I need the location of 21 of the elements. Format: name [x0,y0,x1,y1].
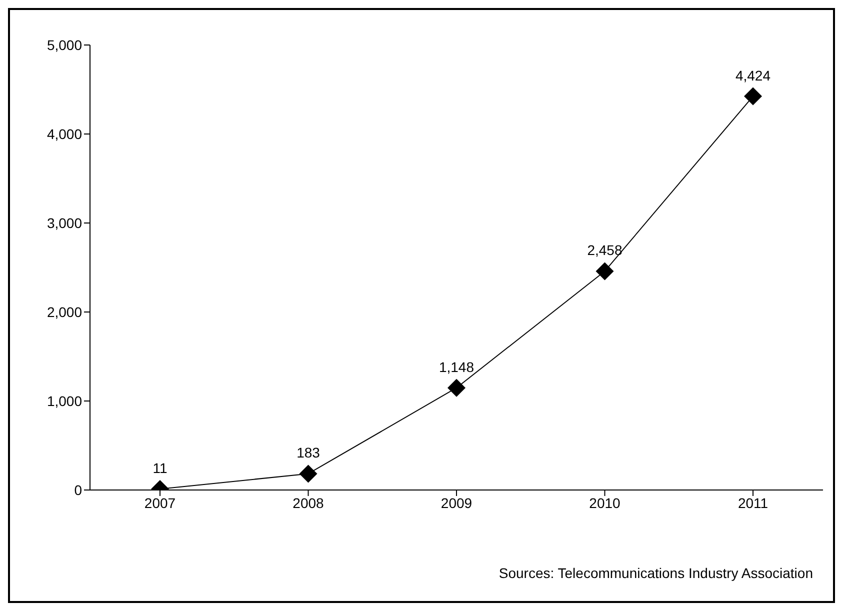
y-tick-label: 3,000 [46,214,82,231]
y-tick-label: 4,000 [46,126,82,142]
x-tick-label: 2011 [738,494,768,511]
point [299,464,318,483]
point [596,262,614,280]
y-tick-label: 5,000 [46,36,82,53]
source-note: Sources: Telecommunications Industry Association [498,565,813,581]
y-tick-label: 2,000 [46,304,82,320]
y-tick-label: 1,000 [46,392,82,409]
y-tick-label: 0 [74,482,82,498]
x-tick-label: 2010 [589,494,621,511]
data-label: 183 [296,444,320,461]
data-label: 2,458 [587,242,622,258]
point [448,378,466,397]
point [744,87,762,106]
x-tick-label: 2009 [440,494,472,511]
data-label: 4,424 [735,67,771,84]
x-tick-label: 2007 [144,494,176,511]
x-tick-label: 2008 [292,494,324,511]
data-label: 1,148 [438,358,474,375]
data-label: 11 [152,460,168,476]
